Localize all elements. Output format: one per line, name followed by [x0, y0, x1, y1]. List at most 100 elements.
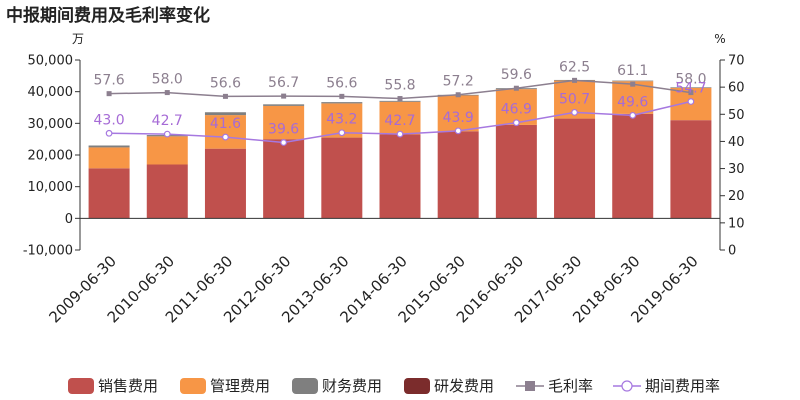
legend-swatch [404, 378, 430, 394]
data-label: 54.7 [675, 81, 706, 97]
right-tick-label: 20 [728, 189, 745, 204]
legend-label: 销售费用 [98, 377, 158, 395]
left-tick-label: 40,000 [28, 85, 74, 100]
line-point [339, 93, 345, 99]
line-point [630, 81, 636, 87]
bar-segment [88, 145, 130, 148]
bar-segment [204, 115, 246, 149]
line-point [629, 111, 637, 119]
data-label: 43.0 [94, 112, 125, 128]
bar-segment [204, 112, 246, 116]
data-label: 49.6 [617, 94, 648, 110]
line-point [281, 93, 287, 99]
data-label: 39.6 [268, 122, 299, 138]
line-point [280, 139, 288, 146]
data-label: 56.7 [268, 75, 299, 91]
bar-segment [495, 124, 537, 219]
data-label: 50.7 [559, 91, 590, 107]
right-tick-label: 0 [728, 244, 736, 259]
line-point [572, 77, 578, 83]
bar-segment [612, 80, 654, 82]
bar-segment [263, 105, 305, 140]
line-point [222, 133, 229, 141]
legend-swatch [180, 378, 206, 394]
data-label: 56.6 [326, 75, 357, 91]
bar-segment [379, 101, 421, 135]
legend-marker [621, 380, 633, 392]
bar-segment [495, 89, 537, 125]
line-point [571, 108, 578, 116]
line-point [163, 130, 171, 138]
legend-label: 毛利率 [548, 377, 593, 395]
bar-segment [146, 164, 188, 219]
right-tick-label: 60 [728, 81, 745, 96]
bar-segment [379, 134, 421, 219]
bar-segment [437, 95, 479, 132]
left-tick-label: 10,000 [28, 180, 74, 195]
right-axis: 0 10 20 30 40 50 60 70 [719, 54, 745, 259]
right-tick-label: 70 [728, 54, 745, 69]
x-axis: 2009-06-302010-06-302011-06-302012-06-30… [46, 252, 702, 326]
line-point [454, 127, 462, 135]
bar-segment [612, 113, 654, 219]
data-label: 56.6 [210, 75, 241, 91]
data-label: 43.9 [443, 110, 474, 126]
data-label: 57.6 [94, 73, 125, 89]
line-point [687, 98, 695, 105]
left-tick-label: -10,000 [23, 244, 73, 259]
left-axis: -10,000 0 10,000 20,000 30,000 40,000 50,000 [23, 54, 81, 259]
bar-segment [670, 87, 712, 88]
left-tick-label: 20,000 [28, 149, 74, 164]
left-axis-unit: 万 [72, 32, 84, 46]
bar-segment [321, 102, 363, 104]
bar-segment [670, 120, 712, 219]
data-label: 57.2 [443, 74, 474, 90]
legend: 销售费用 管理费用 财务费用 研发费用 毛利率 期间费用率 [68, 377, 720, 395]
data-label: 42.7 [152, 113, 183, 129]
line-point [222, 93, 228, 99]
data-label: 58.0 [152, 72, 183, 88]
right-axis-unit: % [714, 32, 725, 46]
data-label: 46.9 [501, 102, 532, 118]
line-point [396, 130, 404, 138]
data-label: 62.5 [559, 59, 590, 75]
left-tick-label: 30,000 [28, 117, 74, 132]
right-tick-label: 50 [728, 108, 745, 123]
line-point [106, 91, 112, 97]
bar-segment [204, 148, 246, 219]
line-point [397, 96, 403, 102]
data-label: 61.1 [617, 63, 648, 79]
bar-segment [263, 139, 305, 219]
legend-label: 管理费用 [210, 377, 270, 395]
data-label: 42.7 [384, 113, 415, 129]
chart-title: 中报期间费用及毛利率变化 [6, 5, 210, 26]
legend-swatch [68, 378, 94, 394]
line-series-group: 57.6 58.0 56.6 56.7 56.6 55.8 57.2 59.6 62.5 61.1… [94, 59, 706, 146]
legend-label: 期间费用率 [645, 377, 720, 395]
line-point [688, 90, 694, 96]
line-point [338, 129, 346, 137]
line-point [164, 90, 170, 96]
left-tick-label: 0 [65, 212, 73, 227]
data-label: 41.6 [210, 116, 241, 132]
left-tick-label: 50,000 [28, 54, 74, 69]
bar-segment [379, 100, 421, 102]
line-point [455, 92, 461, 98]
data-label: 43.2 [326, 112, 357, 128]
right-tick-label: 30 [728, 162, 745, 177]
legend-swatch [292, 378, 318, 394]
bar-segment [146, 136, 188, 165]
bar-segment [263, 104, 305, 106]
legend-label: 财务费用 [322, 377, 382, 395]
right-tick-label: 10 [728, 216, 745, 231]
data-label: 59.6 [501, 67, 532, 83]
legend-marker [525, 381, 535, 391]
bar-segment [88, 147, 130, 169]
line-point [512, 119, 520, 127]
bar-segment [437, 131, 479, 219]
line-point [513, 85, 519, 91]
right-tick-label: 40 [728, 135, 745, 150]
legend-label: 研发费用 [434, 377, 494, 395]
